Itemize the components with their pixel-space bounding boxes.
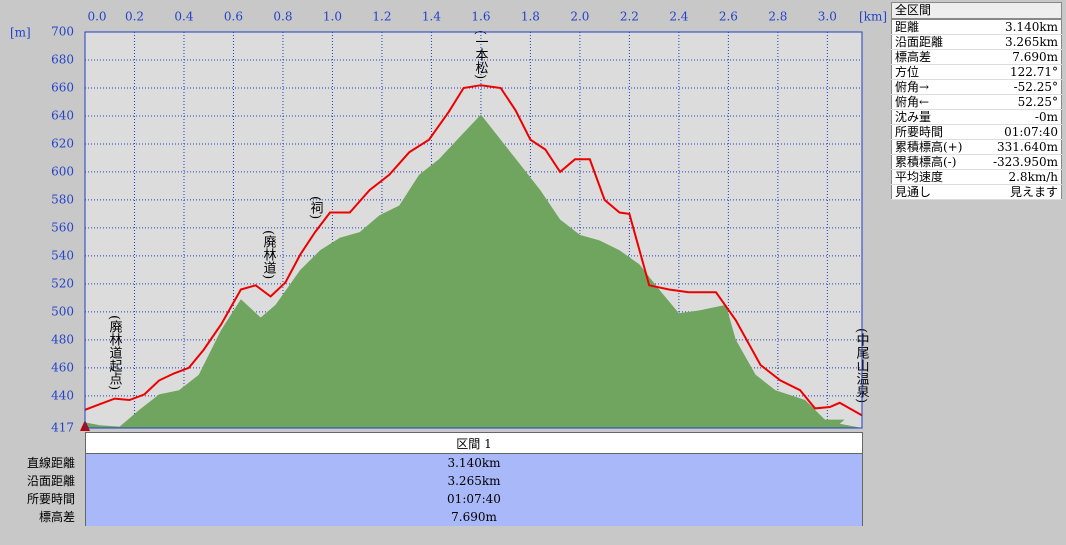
x-axis-label: [km]: [859, 10, 887, 24]
summary-row: 沈み量 -0m: [891, 109, 1062, 125]
section-value: 7.690m: [85, 508, 863, 526]
summary-table: 距離 3.140km 沿面距離 3.265km 標高差 7.690m 方位 122.71° 俯角…: [891, 19, 1062, 200]
summary-row: 俯角→ -52.25°: [891, 79, 1062, 95]
summary-label: 沈み量: [891, 109, 978, 125]
y-tick-label: 580: [51, 192, 74, 206]
section-label: 沿面距離: [26, 474, 75, 488]
y-tick-label: 620: [51, 136, 74, 150]
summary-panel: 全区間 距離 3.140km 沿面距離 3.265km 標高差 7.690m 方位 122.7…: [891, 2, 1062, 200]
x-tick-label: 0.8: [273, 10, 292, 24]
route-line: [84, 84, 863, 417]
annotation: (祠): [308, 196, 324, 219]
summary-title: 全区間: [891, 2, 1062, 19]
summary-label: 平均速度: [891, 169, 978, 185]
x-tick-label: 1.0: [323, 10, 342, 24]
annotation: (一本松): [473, 30, 489, 79]
section-row: 直線距離 3.140km: [0, 454, 863, 472]
section-label: 直線距離: [26, 456, 75, 470]
y-tick-label: 520: [51, 276, 74, 290]
x-tick-label: 2.2: [620, 10, 639, 24]
x-tick-label: 1.2: [372, 10, 391, 24]
y-tick-label: 680: [51, 52, 74, 66]
summary-label: 標高差: [891, 49, 978, 65]
section-label: 標高差: [38, 510, 75, 524]
section-label: 所要時間: [26, 492, 75, 506]
summary-label: 沿面距離: [891, 34, 978, 50]
summary-label: 俯角←: [891, 94, 978, 110]
y-tick-label: 700: [51, 25, 74, 39]
summary-value: 2.8km/h: [977, 169, 1062, 185]
x-tick-label: 0.0: [87, 10, 106, 24]
summary-row: 累積標高(+) 331.640m: [891, 139, 1062, 155]
y-tick-label: 640: [51, 108, 74, 122]
summary-value: -52.25°: [977, 79, 1062, 95]
x-tick-label: 0.4: [174, 10, 193, 24]
summary-value: 52.25°: [977, 94, 1062, 110]
summary-row: 方位 122.71°: [891, 64, 1062, 80]
y-tick-label: 417: [51, 421, 74, 433]
y-tick-label: 660: [51, 80, 74, 94]
y-tick-label: 460: [51, 360, 74, 374]
summary-row: 所要時間 01:07:40: [891, 124, 1062, 140]
section-header-row: 区間 1: [0, 432, 863, 454]
y-tick-label: 560: [51, 220, 74, 234]
summary-label: 俯角→: [891, 79, 978, 95]
summary-row: 沿面距離 3.265km: [891, 34, 1062, 50]
x-tick-label: 2.8: [768, 10, 787, 24]
x-tick-label: 3.0: [818, 10, 837, 24]
chart: [km] [m] (廃林道起点) (廃林道) (祠) (一本松) (中尾山温泉)…: [10, 10, 887, 433]
annotation: (廃林道起点): [107, 315, 123, 390]
summary-row: 見通し 見えます: [891, 184, 1062, 200]
summary-label: 累積標高(+): [891, 139, 978, 155]
y-tick-label: 440: [51, 388, 74, 402]
summary-row: 標高差 7.690m: [891, 49, 1062, 65]
summary-row: 俯角← 52.25°: [891, 94, 1062, 110]
y-tick-label: 600: [51, 164, 74, 178]
summary-value: 122.71°: [977, 64, 1062, 80]
summary-value: -0m: [977, 109, 1062, 125]
section-value: 01:07:40: [85, 490, 863, 508]
x-tick-label: 0.2: [125, 10, 144, 24]
summary-row: 累積標高(-) -323.950m: [891, 154, 1062, 170]
x-tick-label: 0.6: [224, 10, 243, 24]
section-row: 標高差 7.690m: [0, 508, 863, 526]
y-tick-label: 540: [51, 248, 74, 262]
section-row: 所要時間 01:07:40: [0, 490, 863, 508]
summary-label: 累積標高(-): [891, 154, 978, 170]
summary-value: 7.690m: [977, 49, 1062, 65]
section-header: 区間 1: [85, 432, 863, 454]
summary-value: 3.265km: [977, 34, 1062, 50]
plot-area: [84, 31, 863, 429]
summary-row: 距離 3.140km: [891, 19, 1062, 35]
annotation: (廃林道): [261, 230, 277, 279]
x-tick-label: 2.6: [719, 10, 738, 24]
x-tick-label: 1.4: [422, 10, 441, 24]
x-tick-label: 1.6: [471, 10, 490, 24]
summary-value: -323.950m: [977, 154, 1062, 170]
summary-value: 331.640m: [977, 139, 1062, 155]
summary-value: 見えます: [977, 184, 1062, 200]
summary-row: 平均速度 2.8km/h: [891, 169, 1062, 185]
summary-label: 見通し: [891, 184, 978, 200]
summary-label: 方位: [891, 64, 978, 80]
section-table: 区間 1 直線距離 3.140km 沿面距離 3.265km 所要時間 01:07:40 標…: [0, 432, 863, 526]
y-axis-label: [m]: [10, 26, 31, 40]
section-value: 3.140km: [85, 454, 863, 472]
x-tick-label: 1.8: [521, 10, 540, 24]
summary-value: 3.140km: [977, 19, 1062, 35]
section-row: 沿面距離 3.265km: [0, 472, 863, 490]
y-tick-label: 480: [51, 332, 74, 346]
y-tick-label: 500: [51, 304, 74, 318]
summary-label: 所要時間: [891, 124, 978, 140]
x-tick-label: 2.0: [570, 10, 589, 24]
x-tick-label: 2.4: [669, 10, 688, 24]
summary-value: 01:07:40: [977, 124, 1062, 140]
annotation: (中尾山温泉): [854, 328, 870, 403]
summary-label: 距離: [891, 19, 978, 35]
section-value: 3.265km: [85, 472, 863, 490]
terrain-area: [85, 114, 862, 428]
